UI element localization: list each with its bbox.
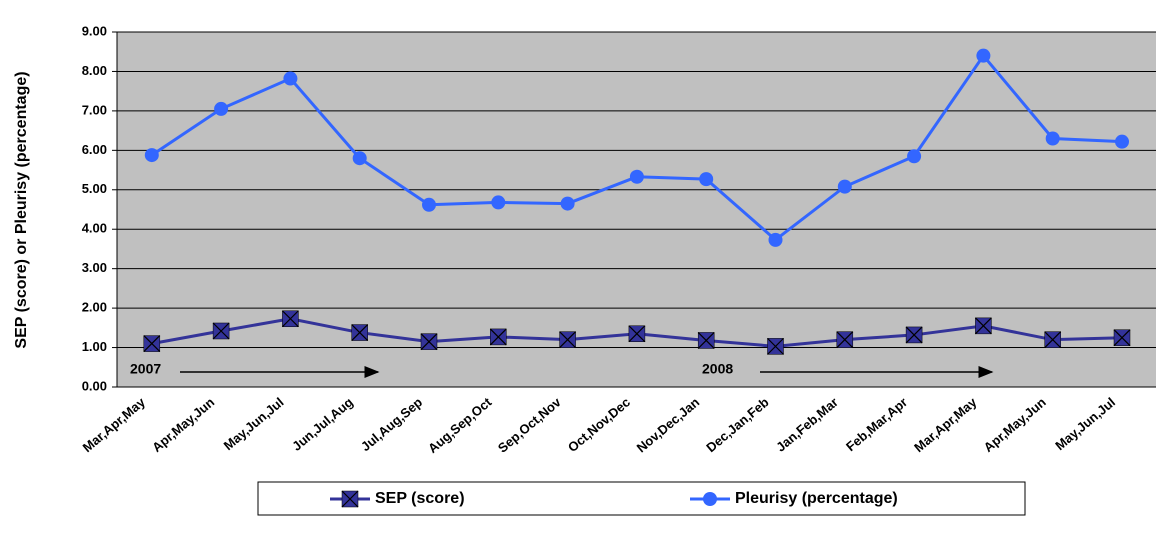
x-tick-label: Apr,May,Jun (981, 394, 1049, 455)
point (281, 310, 299, 328)
y-tick-label: 0.00 (82, 378, 107, 393)
point (1044, 331, 1062, 349)
point (283, 71, 298, 86)
point (767, 337, 784, 355)
point (836, 331, 854, 349)
point (1113, 329, 1131, 347)
point (352, 151, 367, 166)
x-tick-label: Aug,Sep,Oct (425, 394, 495, 456)
x-tick-label: Jul,Aug,Sep (358, 394, 425, 454)
point (974, 317, 992, 335)
x-tick-label: Mar,Apr,May (80, 394, 149, 455)
y-tick-label: 6.00 (82, 142, 107, 157)
point (491, 195, 506, 210)
point (214, 101, 229, 116)
legend-label: Pleurisy (percentage) (735, 490, 898, 507)
point (837, 179, 852, 194)
point (351, 324, 369, 341)
legend (257, 481, 1026, 516)
legend-marker (703, 492, 717, 506)
y-tick-label: 7.00 (82, 102, 107, 117)
point (1045, 131, 1060, 146)
x-tick-label: Jun,Jul,Aug (289, 394, 356, 453)
point (629, 169, 644, 184)
legend-marker (341, 490, 359, 508)
x-tick-label: Mar,Apr,May (911, 394, 980, 455)
point (422, 197, 436, 212)
x-tick-label: Nov,Dec,Jan (634, 394, 703, 455)
point (143, 335, 161, 353)
y-tick-label: 8.00 (82, 63, 107, 78)
x-tick-label: May,Jun,Jul (221, 394, 287, 453)
x-tick-label: Apr,May,Jun (149, 394, 217, 455)
point (1115, 134, 1129, 149)
x-tick-label: May,Jun,Jul (1052, 394, 1118, 453)
y-tick-label: 5.00 (82, 181, 107, 196)
point (905, 326, 923, 344)
point (907, 149, 922, 164)
point (489, 328, 507, 346)
y-tick-label: 9.00 (82, 23, 107, 38)
annotation: 2008 (702, 361, 733, 377)
point (628, 325, 646, 343)
x-tick-label: Sep,Oct,Nov (495, 394, 564, 456)
legend-label: SEP (score) (375, 490, 465, 507)
point (699, 172, 714, 187)
y-tick-label: 3.00 (82, 260, 107, 275)
point (559, 331, 577, 349)
y-axis-title: SEP (score) or Pleurisy (percentage) (13, 71, 30, 348)
point (768, 232, 783, 247)
point (976, 48, 991, 63)
x-tick-label: Oct,Nov,Dec (565, 394, 633, 455)
y-tick-label: 2.00 (82, 300, 107, 315)
x-tick-label: Dec,Jan,Feb (703, 394, 771, 455)
point (560, 196, 575, 211)
point (144, 148, 159, 163)
point (212, 322, 230, 340)
x-tick-label: Jan,Feb,Mar (773, 394, 841, 454)
annotation: 2007 (130, 361, 161, 377)
x-tick-label: Feb,Mar,Apr (843, 394, 910, 454)
point (420, 333, 438, 351)
y-tick-label: 1.00 (82, 339, 107, 354)
point (697, 332, 715, 349)
y-tick-label: 4.00 (82, 221, 107, 236)
